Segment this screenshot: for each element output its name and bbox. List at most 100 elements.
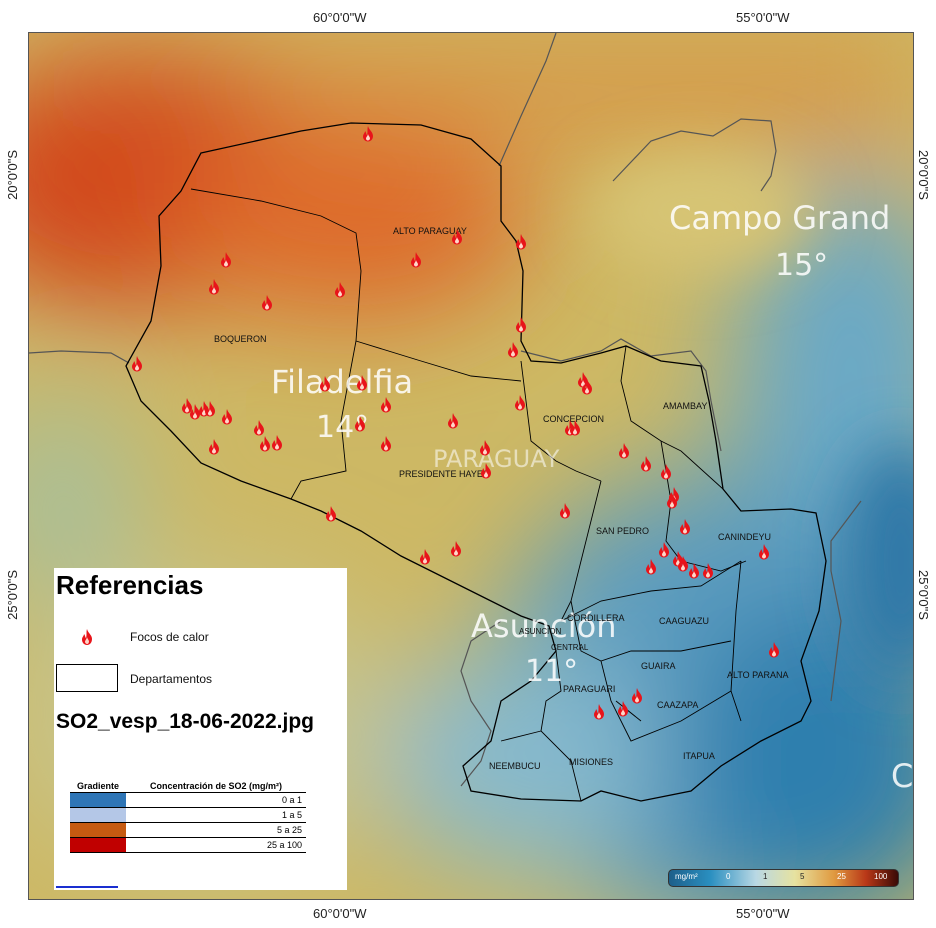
gradient-value: 25 a 100 xyxy=(126,837,306,853)
dept-label-misiones: MISIONES xyxy=(569,757,613,767)
fire-icon xyxy=(209,439,219,455)
fire-icon xyxy=(190,404,200,420)
fire-icon xyxy=(582,379,592,395)
fire-icon xyxy=(560,503,570,519)
gradient-value: 0 a 1 xyxy=(126,792,306,808)
fire-icon xyxy=(481,463,491,479)
dept-label-neembucu: NEEMBUCU xyxy=(489,761,541,771)
fire-icon xyxy=(661,464,671,480)
dept-label-itapua: ITAPUA xyxy=(683,751,715,761)
fire-icon xyxy=(335,282,345,298)
basemap-temp-campo-grande: 15° xyxy=(775,248,828,283)
fire-icon xyxy=(594,704,604,720)
legend-department-label: Departamentos xyxy=(130,672,213,686)
dept-label-guaira: GUAIRA xyxy=(641,661,676,671)
fire-icon xyxy=(480,440,490,456)
colorbar-tick-0: 0 xyxy=(726,872,731,881)
fire-icon xyxy=(516,317,526,333)
coord-right-lower: 25°0'0"S xyxy=(916,570,931,620)
colorbar-tick-25: 25 xyxy=(837,872,846,881)
colorbar-tick-5: 5 xyxy=(800,872,805,881)
fire-markers xyxy=(132,126,779,720)
fire-icon xyxy=(182,398,192,414)
dept-label-concepcion: CONCEPCION xyxy=(543,414,604,424)
coord-top-left: 60°0'0"W xyxy=(313,10,367,25)
fire-icon xyxy=(222,409,232,425)
fire-icon xyxy=(451,541,461,557)
dept-label-central: CENTRAL xyxy=(551,643,589,652)
basemap-label-paraguay: PARAGUAY xyxy=(433,445,560,473)
coord-right-upper: 20°0'0"S xyxy=(916,150,931,200)
gradient-header: Gradiente xyxy=(70,780,126,793)
fire-icon xyxy=(646,559,656,575)
table-row: 25 a 100 xyxy=(70,837,306,853)
coord-bottom-left: 60°0'0"W xyxy=(313,906,367,921)
fire-icon xyxy=(132,356,142,372)
table-row: 1 a 5 xyxy=(70,807,306,823)
dept-label-caaguazu: CAAGUAZU xyxy=(659,616,709,626)
fire-icon xyxy=(515,395,525,411)
fire-icon xyxy=(357,375,367,391)
dept-label-presidente-hayes: PRESIDENTE HAYES xyxy=(399,469,489,479)
coord-bottom-right: 55°0'0"W xyxy=(736,906,790,921)
gradient-table: Gradiente Concentración de SO2 (mg/m²) 0… xyxy=(70,780,306,853)
basemap-temp-asuncion: 11° xyxy=(525,654,578,689)
fire-icon xyxy=(632,688,642,704)
legend-department-swatch xyxy=(56,664,118,692)
fire-icon xyxy=(508,342,518,358)
gradient-swatch xyxy=(70,822,126,838)
fire-icon xyxy=(516,234,526,250)
colorbar-unit: mg/m² xyxy=(675,872,698,881)
fire-icon xyxy=(680,519,690,535)
dept-label-san-pedro: SAN PEDRO xyxy=(596,526,649,536)
fire-icon xyxy=(320,376,330,392)
colorbar-tick-1: 1 xyxy=(763,872,768,881)
fire-icon xyxy=(82,629,92,645)
fire-icon xyxy=(769,642,779,658)
coord-left-lower: 25°0'0"S xyxy=(5,570,20,620)
gradient-value: 1 a 5 xyxy=(126,807,306,823)
coord-left-upper: 20°0'0"S xyxy=(5,150,20,200)
country-outline xyxy=(125,122,827,802)
fire-icon xyxy=(659,542,669,558)
dept-label-alto-paraguay: ALTO PARAGUAY xyxy=(393,226,467,236)
dept-label-cordillera: CORDILLERA xyxy=(567,613,625,623)
fire-icon xyxy=(759,544,769,560)
basemap-label-asuncion: Asunción xyxy=(471,607,616,645)
fire-icon xyxy=(355,416,365,432)
fire-icon xyxy=(363,126,373,142)
colorbar-tick-100: 100 xyxy=(874,872,888,881)
basemap-label-edge-letter: C xyxy=(891,757,913,795)
gradient-swatch xyxy=(70,792,126,808)
table-row: 0 a 1 xyxy=(70,792,306,808)
coord-top-right: 55°0'0"W xyxy=(736,10,790,25)
fire-icon xyxy=(260,436,270,452)
fire-icon xyxy=(570,420,580,436)
fire-icon xyxy=(448,413,458,429)
gradient-value: 5 a 25 xyxy=(126,822,306,838)
fire-icon xyxy=(326,506,336,522)
fire-icon xyxy=(209,279,219,295)
legend-fire-label: Focos de calor xyxy=(130,630,209,644)
legend-title: Referencias xyxy=(56,570,204,600)
gradient-swatch xyxy=(70,807,126,823)
legend-line xyxy=(56,886,118,888)
dept-label-caazapa: CAAZAPA xyxy=(657,700,698,710)
fire-icon xyxy=(205,401,215,417)
fire-icon xyxy=(254,420,264,436)
fire-icon xyxy=(420,549,430,565)
dept-label-amambay: AMAMBAY xyxy=(663,401,707,411)
fire-icon xyxy=(411,252,421,268)
legend-file-name: SO2_vesp_18-06-2022.jpg xyxy=(56,710,314,733)
fire-icon xyxy=(619,443,629,459)
fire-icon xyxy=(262,295,272,311)
dept-label-alto-parana: ALTO PARANA xyxy=(727,670,789,680)
fire-icon xyxy=(641,456,651,472)
fire-icon xyxy=(272,435,282,451)
fire-icon xyxy=(678,556,688,572)
concentration-header: Concentración de SO2 (mg/m²) xyxy=(126,780,306,793)
fire-icon xyxy=(689,563,699,579)
gradient-swatch xyxy=(70,837,126,853)
fire-icon xyxy=(221,252,231,268)
fire-icon xyxy=(667,493,677,509)
